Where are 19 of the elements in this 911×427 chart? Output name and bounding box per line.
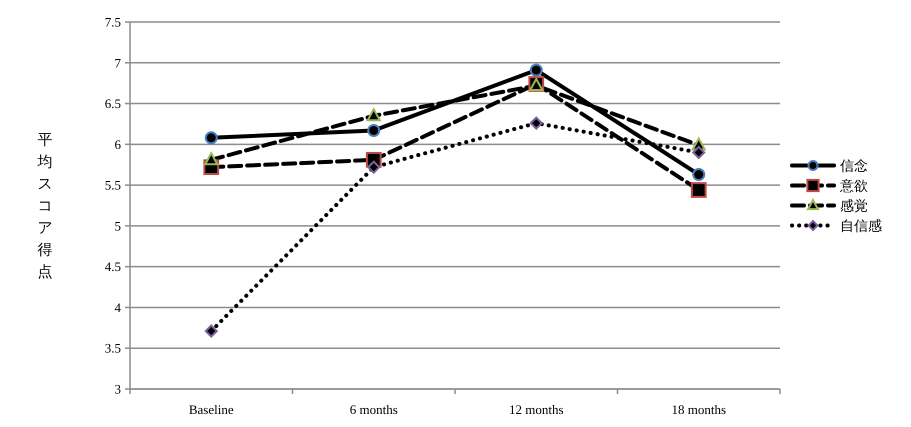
legend-label: 自信感 — [840, 218, 882, 234]
legend-label: 意欲 — [839, 178, 868, 194]
legend-label: 信念 — [840, 158, 868, 174]
y-tick-label: 5.5 — [104, 178, 121, 193]
y-tick-label: 6.5 — [104, 96, 121, 112]
legend-label: 感覚 — [840, 198, 868, 214]
y-tick-label: 3.5 — [104, 340, 121, 356]
x-tick-label: 12 months — [508, 402, 564, 417]
x-tick-label: 18 months — [671, 402, 726, 417]
y-tick-label: 7 — [114, 55, 122, 70]
y-tick-label: 5 — [114, 218, 121, 234]
y-tick-label: 4 — [114, 300, 122, 315]
y-tick-label: 4.5 — [104, 259, 121, 274]
y-axis-title: 平均スコア得点 — [36, 130, 52, 280]
x-tick-label: 6 months — [350, 402, 398, 417]
y-tick-label: 3 — [114, 382, 121, 396]
x-tick-label: Baseline — [188, 402, 234, 417]
y-tick-label: 6 — [114, 136, 122, 152]
y-tick-label: 7.5 — [104, 14, 121, 30]
